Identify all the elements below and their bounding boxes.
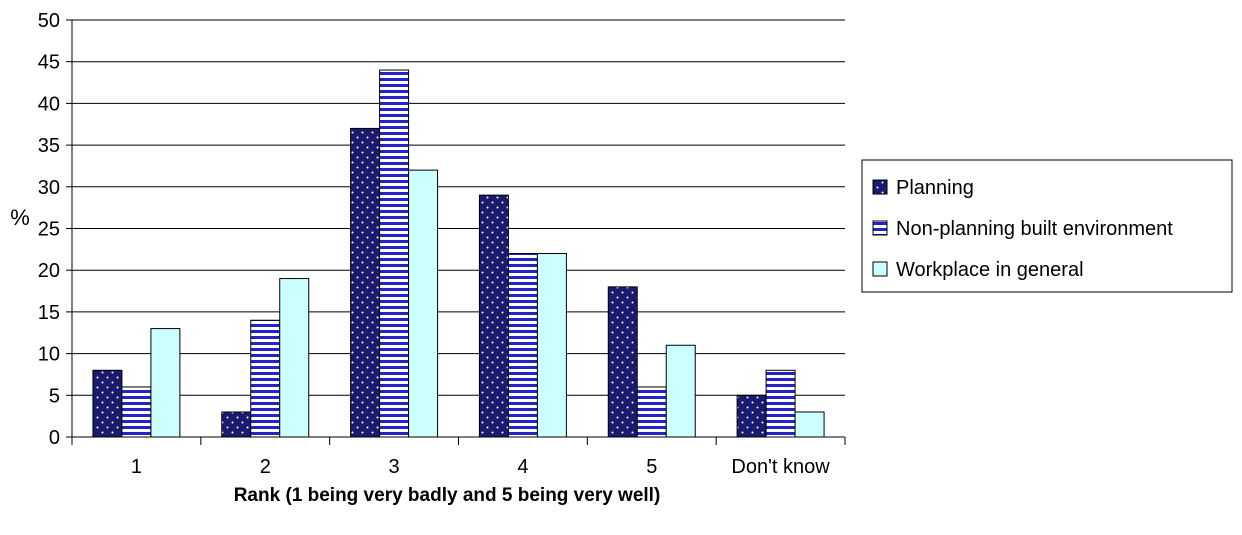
legend-label: Workplace in general <box>896 259 1084 281</box>
legend-swatch <box>872 220 888 236</box>
bar-workplace-in-general <box>794 411 825 438</box>
x-category-label: 5 <box>646 456 657 478</box>
bar-planning <box>92 369 123 438</box>
bar-non-planning-built-environment <box>636 386 667 438</box>
y-tick-label: 50 <box>38 10 60 32</box>
bar-non-planning-built-environment <box>507 253 538 438</box>
y-tick-label: 0 <box>49 427 60 449</box>
legend-swatch <box>872 261 888 277</box>
y-tick-label: 30 <box>38 177 60 199</box>
bar-non-planning-built-environment <box>765 369 796 438</box>
y-tick-label: 35 <box>38 135 60 157</box>
legend-label: Non-planning built environment <box>896 218 1173 240</box>
bar-workplace-in-general <box>408 169 439 438</box>
y-tick-label: 40 <box>38 93 60 115</box>
x-category-label: 3 <box>389 456 400 478</box>
gridlines <box>72 19 845 396</box>
bar-planning <box>221 411 252 438</box>
bar-non-planning-built-environment <box>379 69 410 438</box>
legend-swatch <box>872 179 888 195</box>
y-tick-label: 45 <box>38 52 60 74</box>
bar-workplace-in-general <box>536 253 567 438</box>
bar-non-planning-built-environment <box>121 386 152 438</box>
bar-workplace-in-general <box>665 344 696 438</box>
bar-workplace-in-general <box>150 328 181 438</box>
legend-label: Planning <box>896 177 974 199</box>
bar-workplace-in-general <box>279 278 310 438</box>
y-axis-title: % <box>10 205 30 230</box>
bars <box>92 69 825 438</box>
x-axis-title: Rank (1 being very badly and 5 being ver… <box>234 485 661 506</box>
bar-planning <box>607 286 638 438</box>
y-tick-label: 10 <box>38 344 60 366</box>
bar-planning <box>350 127 381 438</box>
y-tick-label: 5 <box>49 385 60 407</box>
y-tick-label: 20 <box>38 260 60 282</box>
x-category-label: 4 <box>517 456 528 478</box>
y-tick-label: 25 <box>38 219 60 241</box>
bar-planning <box>736 394 767 438</box>
bar-planning <box>478 194 509 438</box>
x-category-label: 1 <box>131 456 142 478</box>
legend: Planning Non-planning built environment Wo… <box>861 159 1233 293</box>
bar-non-planning-built-environment <box>250 319 281 438</box>
x-category-label: 2 <box>260 456 271 478</box>
y-tick-label: 15 <box>38 302 60 324</box>
x-category-label: Don't know <box>731 456 830 478</box>
legend-box <box>861 159 1233 293</box>
